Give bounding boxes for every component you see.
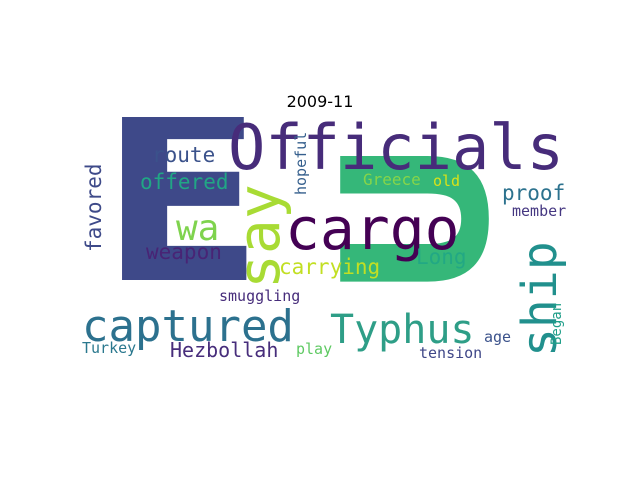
word-cargo: cargo xyxy=(285,195,460,263)
word-old: old xyxy=(433,172,461,190)
word-hezbollah: Hezbollah xyxy=(170,338,279,362)
word-wa: wa xyxy=(176,208,220,249)
word-cloud: E U Officials say cargo ship captured Ty… xyxy=(80,117,573,364)
word-smuggling: smuggling xyxy=(219,287,301,305)
word-officials: Officials xyxy=(228,117,564,184)
word-proof: proof xyxy=(502,181,566,205)
word-turkey: Turkey xyxy=(82,339,137,357)
word-weapon: weapon xyxy=(146,240,222,264)
word-play: play xyxy=(296,340,333,358)
chart-title: 2009-11 xyxy=(286,92,354,111)
word-tension: tension xyxy=(419,344,483,362)
word-age: age xyxy=(484,328,512,346)
word-route: route xyxy=(152,143,216,167)
word-carrying: carrying xyxy=(279,255,381,279)
word-hopeful: hopeful xyxy=(292,131,310,195)
word-greece: Greece xyxy=(363,170,421,189)
word-captured: captured xyxy=(82,301,294,352)
word-long: Long xyxy=(416,245,467,269)
word-favored: favored xyxy=(82,163,106,252)
word-e: E xyxy=(100,117,264,337)
word-began: Began xyxy=(549,302,565,345)
word-offered: offered xyxy=(140,170,229,194)
word-member: member xyxy=(512,202,567,220)
word-typhus: Typhus xyxy=(330,307,475,353)
